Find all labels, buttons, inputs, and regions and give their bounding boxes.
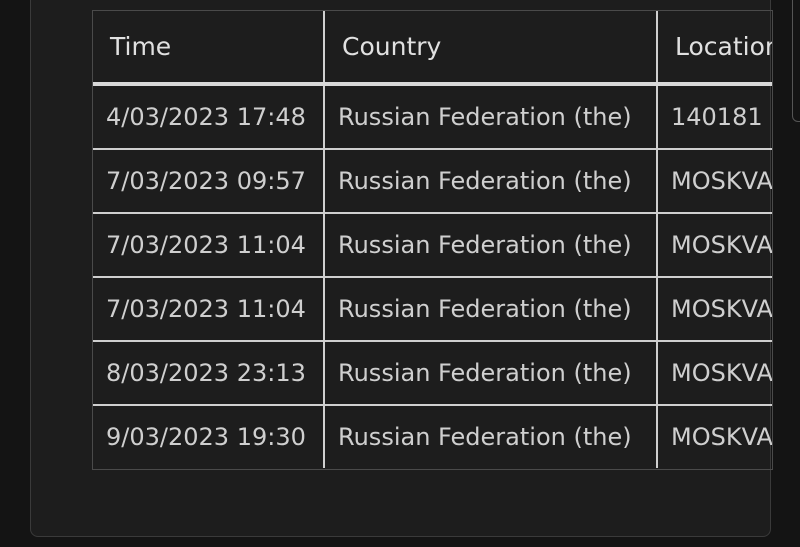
scrollbar[interactable]: [792, 0, 800, 122]
cell-time: 8/03/2023 23:13: [93, 341, 325, 406]
cell-location: MOSKVA: [657, 149, 772, 214]
table-row[interactable]: 8/03/2023 23:13 Russian Federation (the) M…: [93, 341, 772, 406]
column-header-location[interactable]: Location: [657, 11, 772, 86]
activity-table: Time Country Location 4/03/2023 17:48 Rus…: [93, 11, 772, 468]
cell-location: MOSKVA: [657, 341, 772, 406]
table-row[interactable]: 7/03/2023 09:57 Russian Federation (the) M…: [93, 149, 772, 214]
cell-location: MOSKVA: [657, 405, 772, 468]
cell-country: Russian Federation (the): [324, 405, 658, 468]
column-header-time[interactable]: Time: [93, 11, 325, 86]
table-row[interactable]: 4/03/2023 17:48 Russian Federation (the) 1…: [93, 84, 772, 150]
cell-time: 9/03/2023 19:30: [93, 405, 325, 468]
cell-location: MOSKVA: [657, 277, 772, 342]
table-row[interactable]: 9/03/2023 19:30 Russian Federation (the) M…: [93, 405, 772, 468]
cell-time: 7/03/2023 11:04: [93, 213, 325, 278]
table-header-row: Time Country Location: [93, 11, 772, 86]
cell-country: Russian Federation (the): [324, 277, 658, 342]
activity-table-container[interactable]: Time Country Location 4/03/2023 17:48 Rus…: [92, 10, 773, 470]
cell-time: 7/03/2023 11:04: [93, 277, 325, 342]
cell-country: Russian Federation (the): [324, 149, 658, 214]
table-row[interactable]: 7/03/2023 11:04 Russian Federation (the) M…: [93, 213, 772, 278]
table-row[interactable]: 7/03/2023 11:04 Russian Federation (the) M…: [93, 277, 772, 342]
column-header-country[interactable]: Country: [324, 11, 658, 86]
cell-country: Russian Federation (the): [324, 213, 658, 278]
cell-location: 140181: [657, 84, 772, 150]
sign-in-activity-panel: Time Country Location 4/03/2023 17:48 Rus…: [30, 0, 773, 537]
cell-country: Russian Federation (the): [324, 84, 658, 150]
cell-time: 7/03/2023 09:57: [93, 149, 325, 214]
cell-time: 4/03/2023 17:48: [93, 84, 325, 150]
cell-country: Russian Federation (the): [324, 341, 658, 406]
cell-location: MOSKVA: [657, 213, 772, 278]
